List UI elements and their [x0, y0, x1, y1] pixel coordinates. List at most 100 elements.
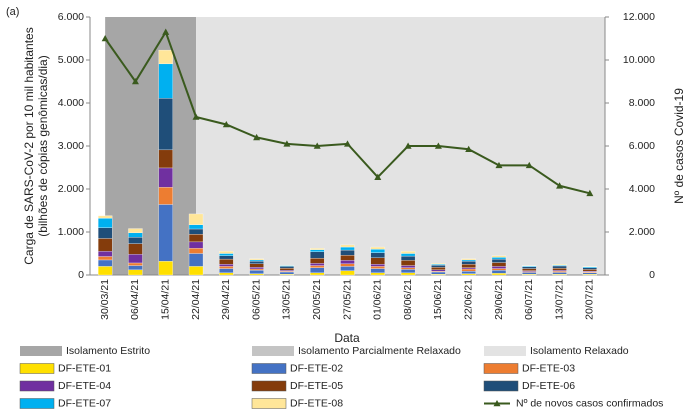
- legend-label: Isolamento Relaxado: [530, 345, 629, 357]
- bar-segment: [340, 263, 355, 267]
- bar-segment: [491, 257, 507, 260]
- legend-label: DF-ETE-06: [522, 380, 575, 392]
- legend-label: Isolamento Parcialmente Relaxado: [298, 345, 461, 357]
- bar-segment: [310, 248, 325, 250]
- bar-segment: [249, 270, 264, 274]
- bar-segment: [279, 266, 295, 269]
- legend-label: Nº de novos casos confirmados: [516, 397, 663, 409]
- bar-segment: [158, 261, 173, 276]
- bar-segment: [128, 243, 143, 255]
- bar-segment: [522, 272, 537, 275]
- bar-segment: [431, 271, 446, 275]
- bar-segment: [461, 273, 476, 276]
- region: [196, 17, 605, 275]
- bar-segment: [370, 266, 385, 269]
- bar-segment: [582, 272, 598, 275]
- bar-segment: [97, 251, 113, 257]
- x-tick-label: 20/07/21: [584, 279, 596, 320]
- legend-swatch: [20, 346, 62, 356]
- bar-segment: [370, 264, 385, 267]
- bar-segment: [219, 251, 234, 254]
- legend-swatch: [251, 363, 287, 374]
- cases-marker: [525, 161, 533, 169]
- bar-segment: [552, 264, 567, 266]
- x-tick-label: 20/05/21: [311, 279, 323, 320]
- legend-swatch: [251, 398, 287, 409]
- bar-segment: [128, 228, 143, 234]
- x-tick-label: 29/04/21: [220, 279, 232, 320]
- bar-segment: [188, 233, 204, 243]
- y2-tick-label: 0: [649, 269, 655, 281]
- bar-segment: [522, 268, 537, 271]
- bar-segment: [461, 264, 476, 268]
- bar-segment: [370, 268, 385, 273]
- legend-swatch: [19, 363, 55, 374]
- bar-segment: [370, 252, 385, 258]
- bar-segment: [491, 273, 507, 276]
- bar-segment: [461, 258, 476, 261]
- bar-segment: [400, 255, 416, 261]
- bar-segment: [340, 255, 355, 261]
- bar-segment: [491, 255, 507, 258]
- y-axis-title: Carga de SARS-CoV-2 por 10 mil habitante…: [22, 27, 36, 264]
- bar-segment: [158, 149, 173, 169]
- bar-segment: [97, 218, 113, 228]
- cases-marker: [374, 173, 382, 180]
- bar-segment: [249, 258, 264, 261]
- bar-segment: [340, 260, 355, 264]
- bar-segment: [219, 258, 234, 265]
- bar-segment: [249, 273, 264, 276]
- bar-segment: [340, 244, 355, 248]
- bar-segment: [188, 224, 204, 230]
- bar-segment: [461, 259, 476, 262]
- y2-axis-title: Nº de casos Covid-19: [672, 88, 686, 204]
- y-tick-label: 1.000: [58, 226, 84, 238]
- legend-swatch: [483, 380, 519, 392]
- legend-label: DF-ETE-01: [58, 362, 111, 374]
- bar-segment: [158, 49, 173, 65]
- bar-segment: [97, 266, 113, 276]
- legend-swatch: [483, 363, 519, 374]
- cases-marker: [434, 142, 442, 149]
- legend-marker: [493, 400, 501, 407]
- bar-segment: [97, 259, 113, 267]
- bar-segment: [188, 213, 204, 225]
- bar-segment: [400, 267, 416, 270]
- bar-segment: [310, 265, 325, 268]
- bar-segment: [340, 246, 355, 251]
- cases-marker: [192, 113, 200, 120]
- legend-label: DF-ETE-04: [58, 380, 111, 392]
- bar-segment: [310, 267, 325, 274]
- bar-segment: [128, 254, 143, 264]
- x-tick-label: 06/05/21: [250, 279, 262, 320]
- legend-swatch: [484, 346, 526, 356]
- y2-tick-label: 2.000: [629, 226, 655, 238]
- x-tick-label: 01/06/21: [372, 279, 384, 320]
- y2-tick-label: 10.000: [623, 54, 655, 66]
- bar-segment: [491, 268, 507, 271]
- bar-segment: [249, 267, 264, 270]
- y-tick-label: 2.000: [58, 183, 84, 195]
- x-tick-label: 06/04/21: [129, 279, 141, 320]
- bar-segment: [310, 258, 325, 264]
- bar-segment: [400, 260, 416, 266]
- legend-swatch: [251, 380, 287, 392]
- cases-marker: [283, 140, 291, 147]
- bar-segment: [249, 259, 264, 262]
- bar-segment: [400, 251, 416, 254]
- cases-marker: [495, 161, 503, 169]
- bar-segment: [158, 98, 173, 151]
- bar-segment: [310, 263, 325, 266]
- cases-marker: [404, 142, 412, 149]
- bar-segment: [219, 264, 234, 267]
- legend-label: DF-ETE-03: [522, 362, 575, 374]
- legend-swatch: [19, 380, 55, 392]
- bar-segment: [340, 266, 355, 271]
- bar-segment: [461, 261, 476, 265]
- cases-marker: [131, 78, 139, 85]
- cases-marker: [556, 182, 564, 189]
- bar-segment: [370, 257, 385, 265]
- y2-tick-label: 4.000: [629, 183, 655, 195]
- y2-tick-label: 8.000: [629, 97, 655, 109]
